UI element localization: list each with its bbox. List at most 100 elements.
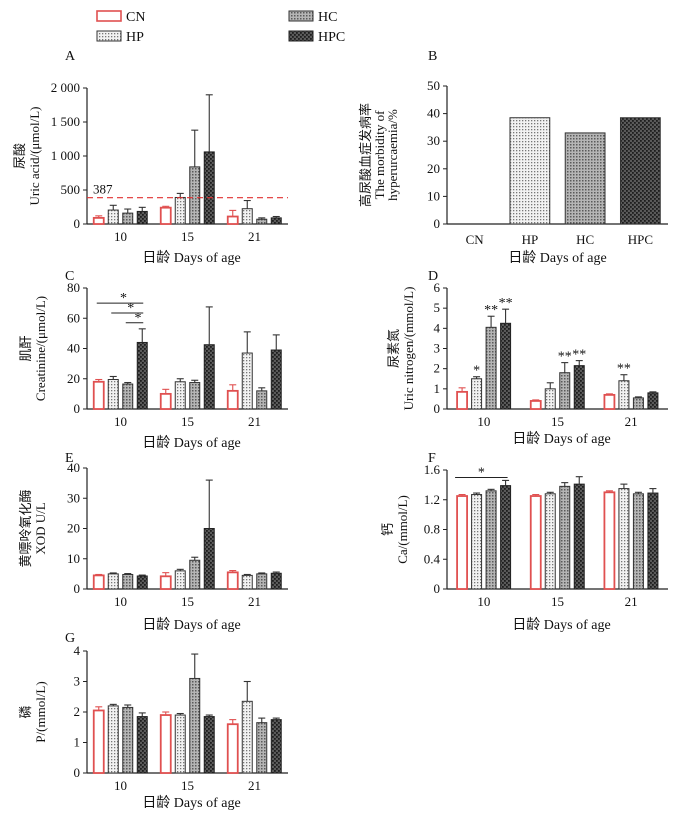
panel-c-creatinine: C 0 20 40 60 80 肌酐 Creatinine/(μmol/L) 10 15 21 日龄 … <box>18 269 288 451</box>
y-tick-label: 0 <box>74 765 81 780</box>
panel-g-phosphorus: G 0 1 2 3 4 磷 P/(mmol/L) 10 15 21 日龄 Days of age <box>18 631 288 811</box>
y-axis-label-cn: 高尿酸血症发病率 <box>358 103 373 207</box>
x-axis-label: 日龄 Days of age <box>142 250 240 266</box>
bar-cn <box>456 495 468 590</box>
bar-hpc <box>500 485 512 590</box>
panel-letter: B <box>428 49 437 64</box>
y-tick-label: 5 <box>434 300 441 315</box>
y-tick-label: 2 <box>434 361 441 376</box>
bar-hp <box>107 209 119 225</box>
bar-cn <box>456 390 468 410</box>
y-tick-label: 4 <box>434 320 441 335</box>
bar-cn <box>159 714 172 774</box>
bar-hp <box>174 196 186 225</box>
bar-cn <box>529 495 542 590</box>
x-tick-label: HPC <box>628 232 653 247</box>
bar-hc <box>122 706 134 774</box>
y-tick-label: 20 <box>67 371 80 386</box>
bar-hp <box>241 700 253 774</box>
y-tick-label: 60 <box>67 310 80 325</box>
x-tick-label: 15 <box>181 778 194 793</box>
x-axis-label: 日龄 Days of age <box>508 250 606 266</box>
bar-hc <box>256 390 268 410</box>
legend-swatch-hp <box>96 30 122 42</box>
bar-hpc <box>270 349 282 410</box>
bar-cn <box>92 380 105 410</box>
bar-cn <box>92 709 105 774</box>
y-axis-label-cn: 黄嘌呤氧化酶 <box>18 489 33 567</box>
y-axis-label: Uric nitrogen/(mmol/L) <box>401 287 416 411</box>
y-tick-label: 20 <box>67 521 80 536</box>
bar-hc <box>122 212 134 225</box>
bar-hc <box>189 166 201 225</box>
bar-hc <box>256 722 268 774</box>
panel-letter: D <box>428 269 438 284</box>
y-axis-label-line: hyperurcaemia/% <box>385 109 400 201</box>
panel-a-uric-acid: A 0 500 1 000 1 500 2 000 尿酸 Uric acid/(μmol/L)… <box>12 49 288 266</box>
y-axis-label-cn: 磷 <box>18 705 33 718</box>
bar-hc <box>122 383 134 410</box>
bar-hp <box>544 388 556 410</box>
bar-hpc <box>647 492 659 590</box>
bar-hc <box>189 677 201 774</box>
bar-hc <box>632 397 644 410</box>
y-axis-label-cn: 钙 <box>380 523 395 536</box>
legend-label-hpc: HPC <box>318 30 345 45</box>
x-tick-label: 15 <box>551 594 564 609</box>
x-tick-label: HC <box>576 232 594 247</box>
x-tick-label: 15 <box>181 229 194 244</box>
significance-star: * <box>127 301 134 316</box>
bar-hpc <box>203 344 215 410</box>
panel-letter: F <box>428 451 436 466</box>
bar-hc <box>256 218 268 225</box>
y-tick-label: 6 <box>434 280 441 295</box>
y-tick-label: 4 <box>74 643 81 658</box>
x-axis-label: 日龄 Days of age <box>512 431 610 447</box>
bar-hp <box>107 705 119 774</box>
y-tick-label: 30 <box>427 133 440 148</box>
bar-cn <box>226 389 239 410</box>
x-tick-label: CN <box>466 232 485 247</box>
y-tick-label: 40 <box>67 460 80 475</box>
bar-cn <box>159 206 172 225</box>
panel-letter: G <box>65 631 75 646</box>
legend-swatch-hpc <box>288 30 314 42</box>
y-tick-label: 500 <box>61 182 81 197</box>
bar-cn <box>159 392 172 410</box>
y-tick-label: 10 <box>67 551 80 566</box>
x-axis-label: 日龄 Days of age <box>142 795 240 811</box>
y-axis-label: Ca/(mmol/L) <box>395 495 410 564</box>
x-tick-label: 15 <box>181 414 194 429</box>
y-tick-label: 40 <box>67 341 80 356</box>
y-tick-label: 1 <box>74 735 81 750</box>
panel-e-xod: E 0 10 20 30 40 黄嘌呤氧化酶 XOD U/L 10 15 21 日龄 Days of … <box>18 451 288 633</box>
bar-hpc <box>270 719 282 774</box>
bar-hpc <box>573 483 585 590</box>
bar-hp <box>618 488 630 590</box>
bar-hc <box>559 485 571 590</box>
y-axis-label: Creatinine/(μmol/L) <box>33 296 48 401</box>
legend-swatch-hc <box>288 10 314 22</box>
y-tick-label: 1 <box>434 381 441 396</box>
bar-hpc <box>203 716 215 774</box>
x-tick-label: 21 <box>248 229 261 244</box>
bar-cn <box>603 393 616 410</box>
y-tick-label: 0 <box>434 216 441 231</box>
x-tick-label: 21 <box>248 414 261 429</box>
x-tick-label: 21 <box>625 414 638 429</box>
y-tick-label: 20 <box>427 161 440 176</box>
significance-star: ** <box>499 296 513 311</box>
y-axis-label: P/(mmol/L) <box>33 681 48 742</box>
y-tick-label: 30 <box>67 490 80 505</box>
bar-hpc <box>647 392 659 410</box>
bar-hpc <box>270 217 282 225</box>
y-tick-label: 0.4 <box>424 551 441 566</box>
bar-hpc <box>270 572 282 590</box>
significance-star: ** <box>572 348 586 363</box>
x-tick-label: 10 <box>114 594 127 609</box>
y-tick-label: 1 000 <box>51 148 80 163</box>
bar-hpc <box>136 716 148 774</box>
bar-hc <box>189 559 201 590</box>
bar-hp <box>241 208 253 225</box>
